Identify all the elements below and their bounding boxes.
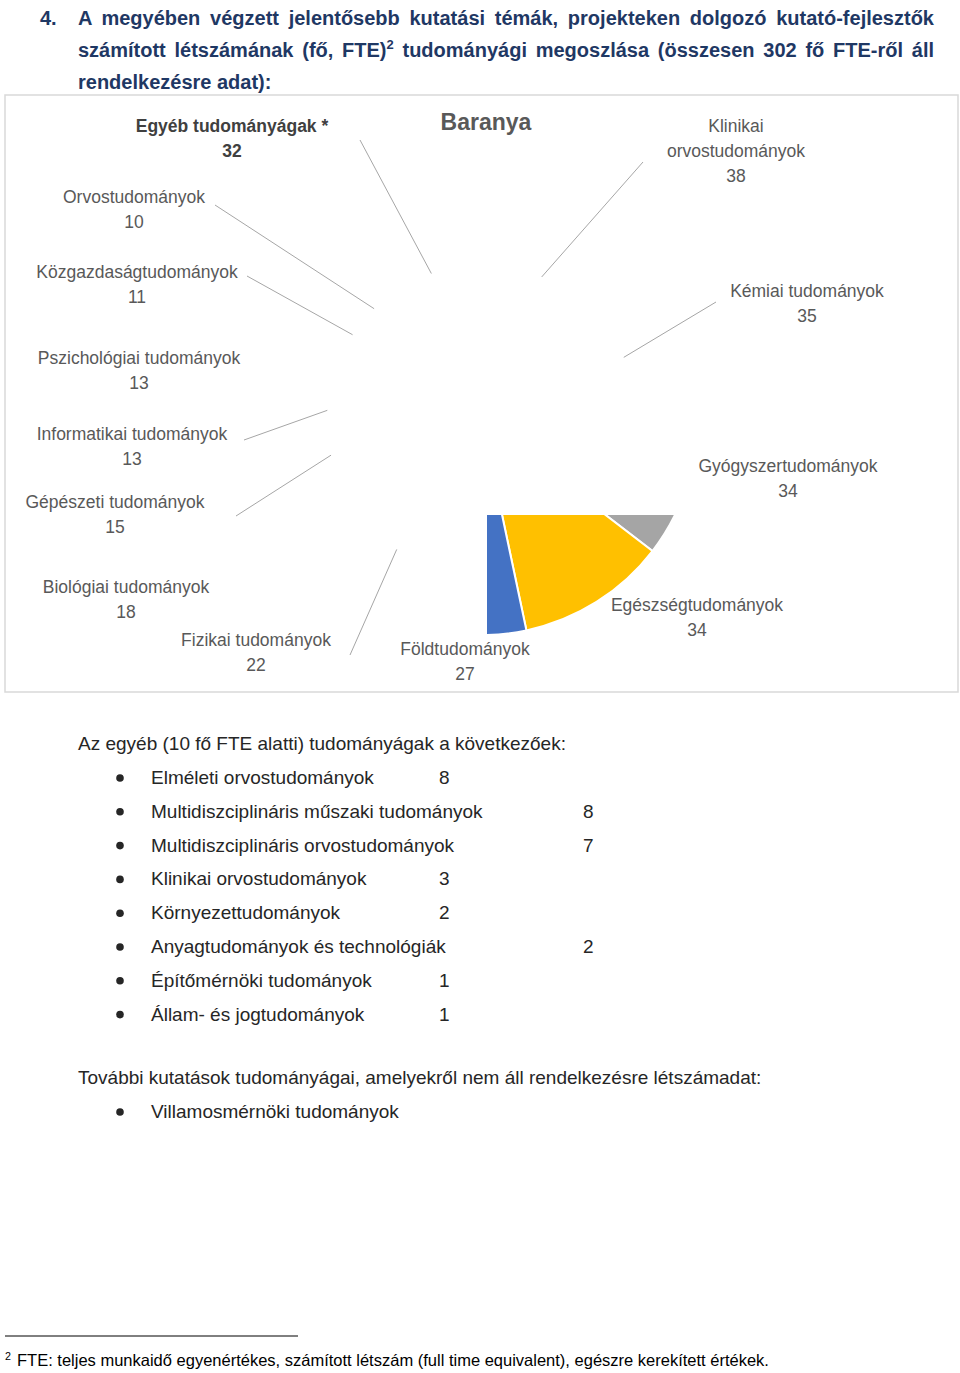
- list-item: Anyagtudományok és technológiák: [151, 935, 446, 959]
- category-label: Orvostudományok: [63, 187, 205, 207]
- data-label: 27: [455, 664, 474, 684]
- list-value: 7: [583, 834, 594, 858]
- data-label: 18: [116, 602, 135, 622]
- category-label: Egyéb tudományágak *: [136, 116, 329, 136]
- data-label: 35: [797, 306, 816, 326]
- bullet: [116, 977, 124, 985]
- category-label: Kémiai tudományok: [730, 281, 884, 301]
- paragraph: További kutatások tudományágai, amelyekr…: [78, 1066, 761, 1090]
- list-item: Multidiszciplináris műszaki tudományok: [151, 800, 483, 824]
- slices: [487, 515, 697, 635]
- list-value: 3: [439, 867, 450, 891]
- leader-line: [624, 302, 716, 357]
- leader-line: [360, 140, 431, 274]
- data-label: 22: [246, 655, 265, 675]
- bullet: [116, 909, 124, 917]
- list-value: 8: [439, 766, 450, 790]
- category-label: Fizikai tudományok: [181, 630, 331, 650]
- list-item: Multidiszciplináris orvostudományok: [151, 834, 454, 858]
- bullet: [116, 842, 124, 850]
- list-value: 2: [439, 901, 450, 925]
- bullet: [116, 1108, 124, 1116]
- bullet: [116, 876, 124, 884]
- leader-line: [236, 455, 331, 516]
- list-item: Klinikai orvostudományok: [151, 867, 366, 891]
- list-item: Állam- és jogtudományok: [151, 1003, 364, 1027]
- leader-line: [244, 410, 327, 440]
- data-label: 32: [222, 141, 242, 161]
- leader-line: [215, 205, 374, 309]
- footnote-rule: [5, 1336, 298, 1337]
- category-label: Biológiai tudományok: [43, 577, 210, 597]
- data-label: 38: [726, 166, 745, 186]
- data-label: 34: [687, 620, 707, 640]
- footnote: 2 FTE: teljes munkaidő egyenértékes, szám…: [5, 1349, 769, 1371]
- list-value: 1: [439, 1003, 450, 1027]
- category-label: Gyógyszertudományok: [699, 456, 878, 476]
- list-value: 8: [583, 800, 594, 824]
- category-label: Klinikaiorvostudományok: [667, 116, 805, 161]
- footnote-mark: 2: [5, 1350, 11, 1362]
- list-item: Elméleti orvostudományok: [151, 766, 374, 790]
- heading-number: 4.: [40, 2, 57, 34]
- category-label: Egészségtudományok: [611, 595, 783, 615]
- category-label: Informatikai tudományok: [37, 424, 228, 444]
- category-label: Pszichológiai tudományok: [38, 348, 241, 368]
- data-label: 11: [128, 287, 146, 307]
- leader-line: [542, 162, 643, 277]
- chart-title: Baranya: [441, 109, 532, 135]
- data-label: 13: [129, 373, 148, 393]
- list-item: Környezettudományok: [151, 901, 340, 925]
- page-svg: BaranyaKlinikaiorvostudományok38Kémiai t…: [0, 0, 960, 1373]
- footnote-ref: 2: [387, 37, 394, 52]
- paragraph: Az egyéb (10 fő FTE alatti) tudományágak…: [78, 732, 566, 756]
- list-value: 2: [583, 935, 594, 959]
- bullet: [116, 808, 124, 816]
- data-label: 34: [778, 481, 798, 501]
- footnote-text: FTE: teljes munkaidő egyenértékes, számí…: [17, 1351, 769, 1369]
- list-item: Villamosmérnöki tudományok: [151, 1100, 399, 1124]
- leader-line: [350, 549, 397, 655]
- list-item: Építőmérnöki tudományok: [151, 969, 372, 993]
- data-label: 13: [122, 449, 141, 469]
- category-label: Közgazdaságtudományok: [36, 262, 238, 282]
- donut-slice: [487, 515, 526, 635]
- bullet: [116, 943, 124, 951]
- bullet: [116, 774, 124, 782]
- labels: Klinikaiorvostudományok 38 Kémiai tudomány…: [26, 116, 885, 684]
- data-label: 15: [105, 517, 124, 537]
- data-label: 10: [124, 212, 144, 232]
- category-label: Földtudományok: [400, 639, 530, 659]
- category-label: Gépészeti tudományok: [26, 492, 205, 512]
- heading: A megyében végzett jelentősebb kutatási …: [78, 2, 934, 98]
- chart-frame: [5, 95, 958, 692]
- bullet: [116, 1011, 124, 1019]
- list-value: 1: [439, 969, 450, 993]
